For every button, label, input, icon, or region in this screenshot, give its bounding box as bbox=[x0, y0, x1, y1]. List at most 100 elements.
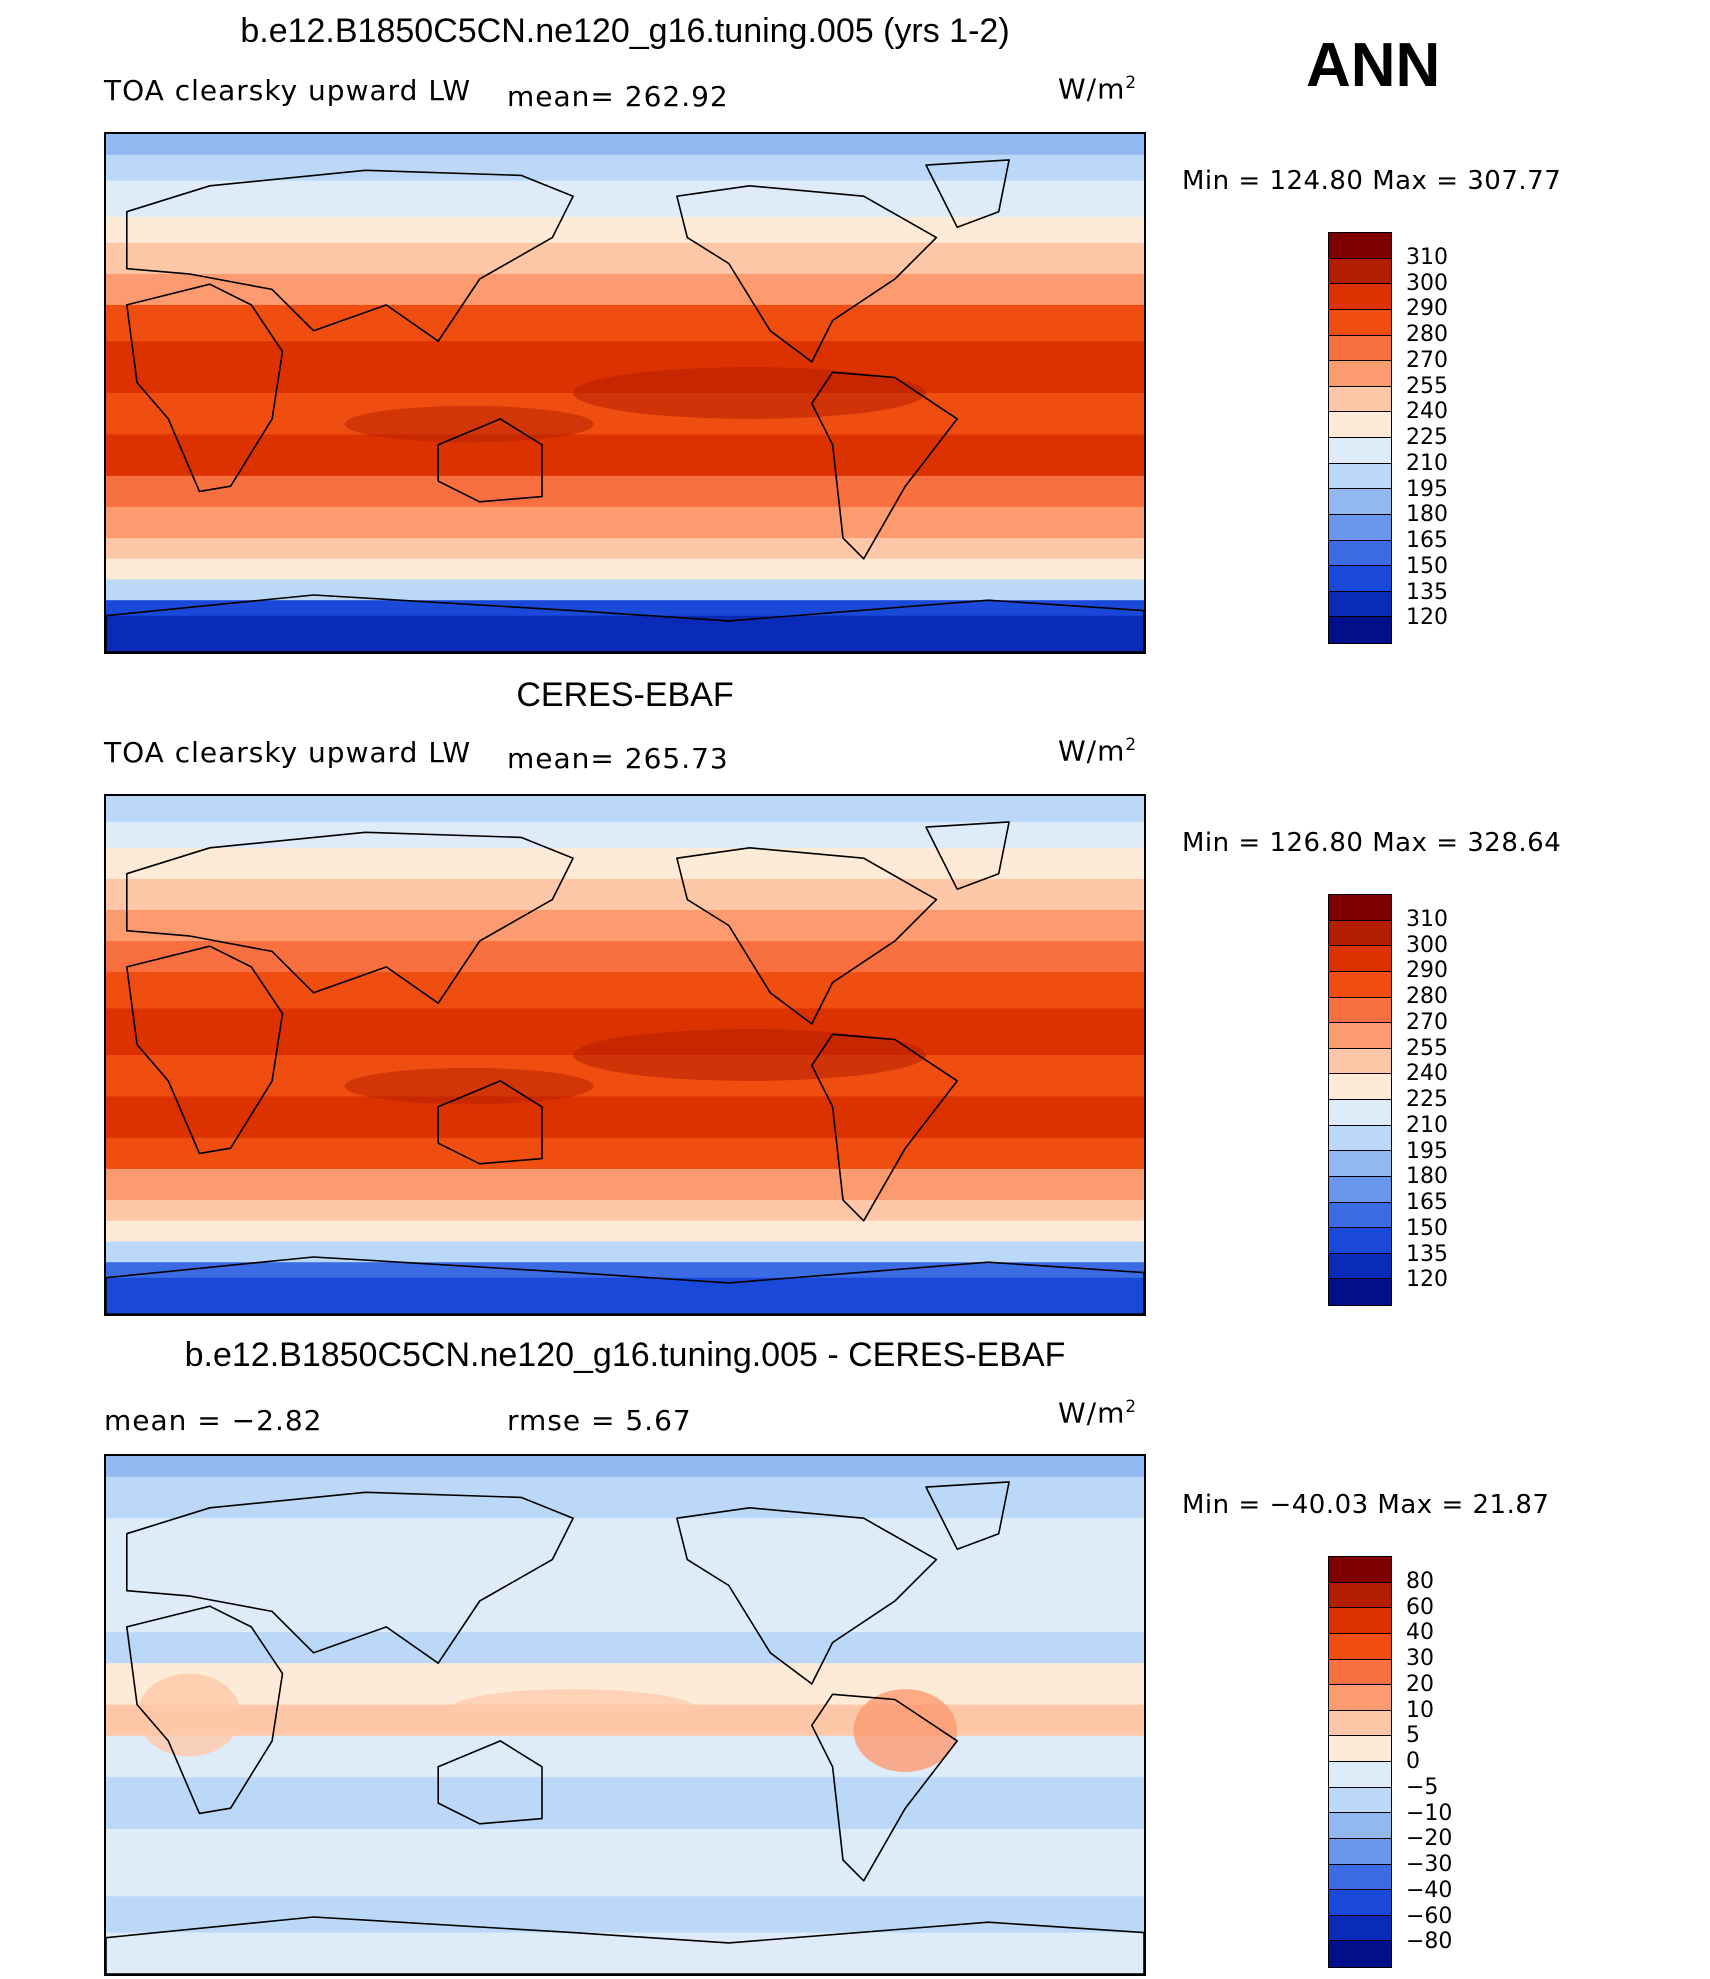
panel-1-title: b.e12.B1850C5CN.ne120_g16.tuning.005 (yr… bbox=[240, 12, 1010, 50]
map-band bbox=[106, 304, 1144, 343]
colorbar-tick-label: 270 bbox=[1406, 347, 1448, 373]
colorbar-tick-label: 10 bbox=[1406, 1697, 1434, 1723]
map-band bbox=[106, 972, 1144, 1010]
map-band bbox=[106, 1777, 1144, 1830]
panel-2-mean: mean= 265.73 bbox=[507, 742, 729, 775]
panel-1-map-svg bbox=[106, 134, 1144, 652]
map-band bbox=[106, 1137, 1144, 1170]
colorbar-tick-label: 270 bbox=[1406, 1009, 1448, 1035]
colorbar-swatch bbox=[1329, 1048, 1391, 1075]
map-band bbox=[106, 1277, 1144, 1314]
map-feature bbox=[853, 1689, 958, 1772]
panel-1-colorbar-labels: 310 300 290 280 270 255 240 225 210 195 180 165 150 1… bbox=[1406, 232, 1526, 644]
coastline bbox=[125, 169, 574, 342]
panel-3-rmse: rmse = 5.67 bbox=[507, 1404, 692, 1437]
colorbar-swatch bbox=[1329, 1253, 1391, 1280]
colorbar-tick-label: 150 bbox=[1406, 553, 1448, 579]
colorbar-swatch bbox=[1329, 1582, 1391, 1609]
map-band bbox=[106, 847, 1144, 880]
colorbar-tick-label: 180 bbox=[1406, 502, 1448, 528]
map-band bbox=[106, 1828, 1144, 1898]
map-band bbox=[106, 1456, 1144, 1478]
panel-2-colorbar-labels: 310 300 290 280 270 255 240 225 210 195 180 165 150 1… bbox=[1406, 894, 1526, 1306]
panel-3-units: W/m2 bbox=[1058, 1396, 1138, 1430]
season-label: ANN bbox=[1306, 31, 1441, 100]
colorbar-swatch bbox=[1329, 920, 1391, 947]
colorbar-swatch bbox=[1329, 309, 1391, 336]
colorbar-swatch bbox=[1329, 335, 1391, 362]
colorbar-swatch bbox=[1329, 617, 1391, 643]
colorbar-tick-label: 165 bbox=[1406, 1190, 1448, 1215]
panel-2-units: W/m2 bbox=[1058, 734, 1138, 768]
colorbar-tick-label: 60 bbox=[1406, 1594, 1434, 1620]
colorbar-tick-label: 195 bbox=[1406, 476, 1448, 502]
colorbar-swatch bbox=[1329, 1710, 1391, 1737]
colorbar-swatch bbox=[1329, 1151, 1391, 1177]
colorbar-tick-label: 40 bbox=[1406, 1620, 1434, 1646]
map-band bbox=[106, 1896, 1144, 1934]
colorbar-tick-label: 225 bbox=[1406, 425, 1448, 450]
colorbar-tick-label: 280 bbox=[1406, 322, 1448, 347]
coastline bbox=[437, 418, 543, 503]
colorbar-tick-label: 135 bbox=[1406, 1241, 1448, 1267]
map-band bbox=[106, 600, 1144, 617]
colorbar-swatch bbox=[1329, 1557, 1391, 1583]
map-band bbox=[106, 538, 1144, 560]
colorbar-tick-label: 290 bbox=[1406, 296, 1448, 322]
panel-2-colorbar bbox=[1328, 894, 1392, 1306]
coastline bbox=[125, 1491, 574, 1664]
map-feature bbox=[344, 1067, 594, 1105]
coastline bbox=[125, 945, 284, 1155]
colorbar-tick-label: −40 bbox=[1406, 1877, 1453, 1903]
panel-1-units: W/m2 bbox=[1058, 72, 1138, 106]
panel-2-minmax: Min = 126.80 Max = 328.64 bbox=[1182, 828, 1562, 858]
coastline bbox=[676, 184, 938, 363]
colorbar-swatch bbox=[1329, 1279, 1391, 1305]
coastline bbox=[125, 831, 574, 1004]
colorbar-tick-label: −30 bbox=[1406, 1852, 1453, 1877]
colorbar-swatch bbox=[1329, 1659, 1391, 1686]
colorbar-swatch bbox=[1329, 1125, 1391, 1152]
colorbar-swatch bbox=[1329, 361, 1391, 387]
map-feature bbox=[137, 1673, 241, 1757]
map-band bbox=[106, 180, 1144, 218]
panel-1-minmax: Min = 124.80 Max = 307.77 bbox=[1182, 166, 1562, 196]
colorbar-swatch bbox=[1329, 489, 1391, 515]
panel-2-map-svg bbox=[106, 796, 1144, 1314]
colorbar-tick-label: 180 bbox=[1406, 1164, 1448, 1190]
map-band bbox=[106, 242, 1144, 275]
colorbar-swatch bbox=[1329, 463, 1391, 490]
colorbar-swatch bbox=[1329, 997, 1391, 1024]
colorbar-swatch bbox=[1329, 1890, 1391, 1916]
colorbar-tick-label: −80 bbox=[1406, 1929, 1453, 1955]
coastline bbox=[925, 1481, 1010, 1550]
map-band bbox=[106, 216, 1144, 244]
map-band bbox=[106, 1262, 1144, 1279]
colorbar-swatch bbox=[1329, 1941, 1391, 1967]
colorbar-tick-label: 290 bbox=[1406, 958, 1448, 984]
colorbar-tick-label: 210 bbox=[1406, 450, 1448, 476]
colorbar-swatch bbox=[1329, 895, 1391, 921]
colorbar-tick-label: 30 bbox=[1406, 1646, 1434, 1671]
panel-2-variable: TOA clearsky upward LW bbox=[104, 736, 472, 769]
colorbar-tick-label: 80 bbox=[1406, 1568, 1434, 1594]
colorbar-tick-label: 0 bbox=[1406, 1749, 1420, 1774]
map-band bbox=[106, 1096, 1144, 1139]
map-band bbox=[106, 941, 1144, 974]
panel-3-colorbar-labels: 80 60 40 30 20 10 5 0 −5 −10 −20 −30 −40 −60 −80 bbox=[1406, 1556, 1526, 1968]
colorbar-tick-label: 310 bbox=[1406, 906, 1448, 932]
coastline bbox=[810, 1033, 959, 1222]
colorbar-tick-label: 240 bbox=[1406, 1061, 1448, 1087]
coastline bbox=[810, 371, 959, 560]
colorbar-tick-label: 120 bbox=[1406, 1267, 1448, 1293]
coastline bbox=[437, 1080, 543, 1165]
panel-2-map bbox=[104, 794, 1146, 1316]
panel-1-variable: TOA clearsky upward LW bbox=[104, 74, 472, 107]
map-band bbox=[106, 1735, 1144, 1779]
panel-3-title: b.e12.B1850C5CN.ne120_g16.tuning.005 - C… bbox=[184, 1336, 1066, 1374]
panel-3-colorbar bbox=[1328, 1556, 1392, 1968]
colorbar-tick-label: 300 bbox=[1406, 270, 1448, 296]
map-band bbox=[106, 273, 1144, 306]
map-feature bbox=[448, 1689, 698, 1731]
panel-2-title: CERES-EBAF bbox=[516, 676, 734, 714]
